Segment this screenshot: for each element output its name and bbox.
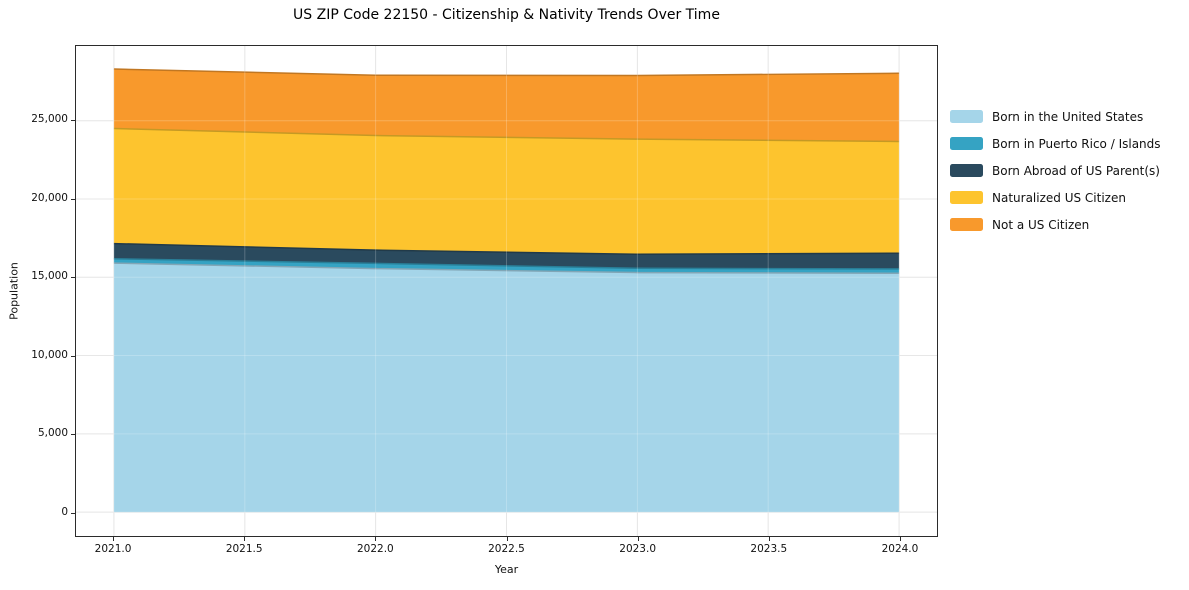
x-tick-mark [375, 537, 377, 541]
y-tick-mark [71, 198, 75, 200]
x-tick-label: 2021.0 [94, 543, 132, 555]
legend-row: Born in the United States [950, 103, 1161, 130]
y-tick-mark [71, 355, 75, 357]
legend-label: Born in Puerto Rico / Islands [992, 136, 1161, 151]
y-tick-mark [71, 434, 75, 436]
legend-label: Born Abroad of US Parent(s) [992, 163, 1160, 178]
x-tick-label: 2022.0 [356, 543, 394, 555]
legend: Born in the United States Born in Puerto… [950, 103, 1161, 238]
legend-label: Born in the United States [992, 109, 1144, 124]
y-tick-label: 10,000 [31, 348, 68, 361]
legend-row: Naturalized US Citizen [950, 184, 1161, 211]
y-tick-mark [71, 512, 75, 514]
legend-swatch [950, 137, 983, 150]
y-tick-mark [71, 277, 75, 279]
y-tick-label: 15,000 [31, 270, 68, 283]
x-tick-mark [113, 537, 115, 541]
x-tick-label: 2023.5 [750, 543, 788, 555]
y-axis-label: Population [7, 262, 21, 320]
chart-title: US ZIP Code 22150 - Citizenship & Nativi… [293, 7, 720, 23]
y-tick-mark [71, 119, 75, 121]
legend-row: Born Abroad of US Parent(s) [950, 157, 1161, 184]
legend-label: Naturalized US Citizen [992, 190, 1126, 205]
y-tick-label: 25,000 [31, 112, 68, 125]
stacked-area-svg [76, 46, 937, 536]
legend-row: Born in Puerto Rico / Islands [950, 130, 1161, 157]
x-tick-label: 2022.5 [488, 543, 525, 555]
legend-swatch [950, 110, 983, 123]
x-tick-mark [899, 537, 901, 541]
y-tick-label: 0 [61, 505, 68, 518]
legend-swatch [950, 218, 983, 231]
y-tick-label: 5,000 [37, 427, 68, 440]
legend-row: Not a US Citizen [950, 211, 1161, 238]
x-tick-mark [768, 537, 770, 541]
x-tick-label: 2023.0 [619, 543, 657, 555]
legend-label: Not a US Citizen [992, 217, 1090, 232]
x-tick-mark [244, 537, 246, 541]
x-tick-mark [637, 537, 639, 541]
plot-area [75, 45, 938, 537]
legend-swatch [950, 191, 983, 204]
x-tick-label: 2021.5 [225, 543, 263, 555]
x-axis-label: Year [494, 563, 519, 576]
legend-swatch [950, 164, 983, 177]
x-tick-mark [506, 537, 508, 541]
y-tick-label: 20,000 [31, 191, 68, 204]
x-tick-label: 2024.0 [881, 543, 919, 555]
